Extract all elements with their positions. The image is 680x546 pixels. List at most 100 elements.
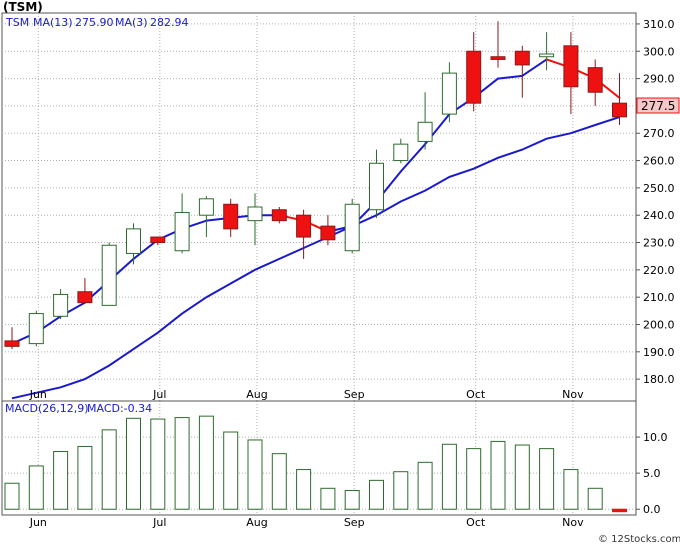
price-tick-label: 220.0 — [643, 264, 675, 277]
macd-axis-ticks: 0.0 5.0 10.0 — [636, 431, 668, 516]
candle-body — [150, 236, 166, 244]
macd-panel-frame — [1, 400, 637, 516]
macd-bar — [344, 489, 360, 510]
ma13-line-group — [11, 116, 620, 400]
macd-bars-group — [4, 415, 627, 513]
last-price-badge — [636, 97, 680, 114]
macd-bar — [393, 471, 409, 510]
price-tick-label: 300.0 — [643, 45, 675, 58]
price-grid — [2, 23, 636, 380]
macd-month-label: Oct — [466, 516, 486, 529]
macd-bar — [247, 439, 263, 510]
candle-body — [247, 206, 263, 222]
candle-body — [28, 313, 44, 345]
ma3-segment — [521, 58, 548, 77]
price-tick-label: 250.0 — [643, 182, 675, 195]
candle-body — [126, 228, 141, 254]
candle-body — [320, 225, 336, 241]
candle-body — [514, 50, 530, 66]
macd-x-axis-labels: Jun Jul Aug Sep Oct Nov — [29, 516, 584, 529]
macd-bar — [539, 448, 555, 510]
macd-bar — [514, 444, 530, 510]
price-tick-label: 200.0 — [643, 318, 675, 331]
ticker-title: (TSM) — [3, 0, 43, 14]
candle-body — [198, 198, 214, 216]
price-tick-label: 230.0 — [643, 237, 675, 250]
legend-ma3-label: MA(3) — [115, 16, 148, 29]
ma3-segment — [497, 74, 524, 80]
candle-body — [490, 56, 506, 60]
candle-body — [563, 45, 579, 88]
price-tick-label: 260.0 — [643, 155, 675, 168]
macd-bar — [563, 469, 579, 510]
legend-ticker: TSM — [5, 16, 29, 29]
month-label: Aug — [246, 388, 267, 401]
macd-bar — [101, 429, 117, 510]
candle-body — [296, 214, 312, 238]
legend-ma3-value: 282.94 — [150, 16, 189, 29]
macd-tick-label: 0.0 — [643, 503, 661, 516]
candle-body — [53, 293, 69, 317]
macd-bar — [320, 487, 336, 510]
price-tick-label: 240.0 — [643, 209, 675, 222]
month-label: Oct — [466, 388, 486, 401]
candle-body — [101, 244, 117, 306]
price-tick-label: 190.0 — [643, 346, 675, 359]
month-label: Sep — [344, 388, 365, 401]
legend-ma13-value: 275.90 — [75, 16, 114, 29]
macd-month-label: Aug — [246, 516, 267, 529]
macd-bar — [612, 508, 627, 513]
macd-bar — [490, 440, 506, 510]
macd-bar — [53, 451, 69, 510]
macd-bar — [466, 448, 482, 510]
price-tick-label: 180.0 — [643, 373, 675, 386]
macd-bar — [441, 443, 457, 510]
macd-bar — [4, 482, 20, 510]
candle-body — [77, 291, 93, 304]
price-x-axis-labels: Jun Jul Aug Sep Oct Nov — [29, 388, 584, 401]
candle-body — [4, 340, 20, 347]
macd-bar — [223, 431, 239, 510]
month-label: Jul — [152, 388, 166, 401]
candle-body — [393, 143, 409, 162]
macd-bar — [587, 487, 603, 510]
last-price-label: 277.5 — [641, 99, 675, 113]
candle-body — [344, 203, 360, 252]
macd-bar — [271, 453, 287, 510]
macd-month-label: Jul — [152, 516, 166, 529]
macd-tick-label: 10.0 — [643, 431, 668, 444]
candle-body — [441, 72, 457, 115]
candle-body — [612, 102, 627, 118]
candle-body — [271, 209, 287, 222]
month-label: Nov — [562, 388, 584, 401]
legend-ma13-label: MA(13) — [33, 16, 73, 29]
price-tick-label: 210.0 — [643, 291, 675, 304]
candle-body — [539, 53, 555, 58]
macd-bar — [296, 469, 312, 510]
month-label: Jun — [29, 388, 47, 401]
macd-legend-value: MACD:-0.34 — [87, 402, 152, 415]
macd-bar — [198, 415, 214, 510]
candles-group — [4, 21, 627, 350]
price-tick-label: 310.0 — [643, 18, 675, 31]
ma13-line — [11, 116, 620, 400]
candle-body — [417, 121, 433, 142]
candle-body — [174, 211, 190, 252]
macd-month-label: Sep — [344, 516, 365, 529]
macd-bar — [369, 479, 384, 510]
macd-month-label: Jun — [29, 516, 47, 529]
price-tick-label: 290.0 — [643, 73, 675, 86]
candle-body — [587, 67, 603, 93]
candle-body — [466, 50, 482, 104]
macd-legend-label: MACD(26,12,9) — [5, 402, 89, 415]
macd-bar — [174, 417, 190, 510]
macd-bar — [77, 445, 93, 510]
macd-bar — [28, 465, 44, 510]
macd-bar — [417, 461, 433, 510]
macd-bar — [150, 418, 166, 510]
price-tick-label: 270.0 — [643, 127, 675, 140]
macd-month-label: Nov — [562, 516, 584, 529]
candle-body — [369, 162, 384, 211]
macd-tick-label: 5.0 — [643, 467, 661, 480]
